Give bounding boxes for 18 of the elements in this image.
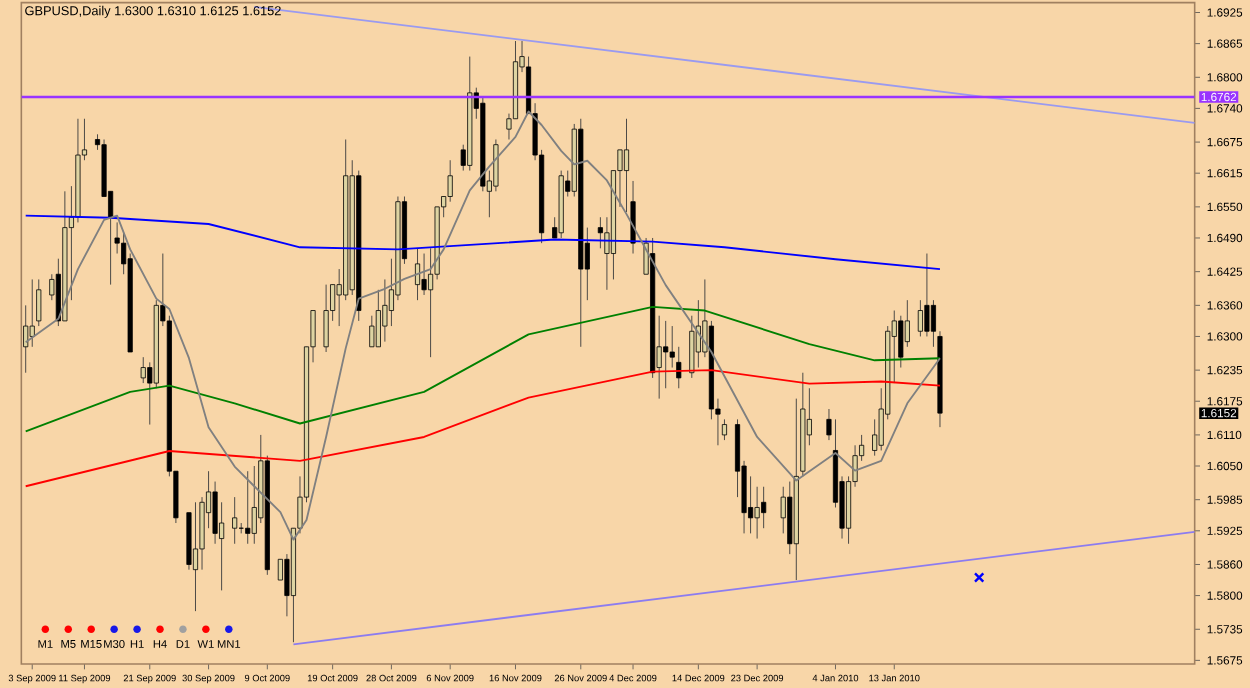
candlestick	[245, 470, 251, 545]
candlestick	[323, 284, 329, 353]
candlestick	[754, 486, 760, 540]
candlestick	[421, 253, 427, 296]
candlestick	[414, 247, 421, 301]
line-series	[24, 305, 941, 433]
candlestick	[192, 501, 199, 612]
candlestick	[29, 278, 35, 348]
candlestick	[447, 159, 453, 203]
candlestick	[695, 299, 701, 369]
candlestick	[369, 315, 375, 348]
candlestick	[232, 496, 238, 545]
candlestick	[917, 299, 923, 337]
candlestick	[663, 320, 669, 389]
line-series	[24, 110, 941, 541]
candlestick	[140, 356, 146, 384]
candlestick	[924, 253, 930, 337]
candlestick	[787, 481, 793, 555]
